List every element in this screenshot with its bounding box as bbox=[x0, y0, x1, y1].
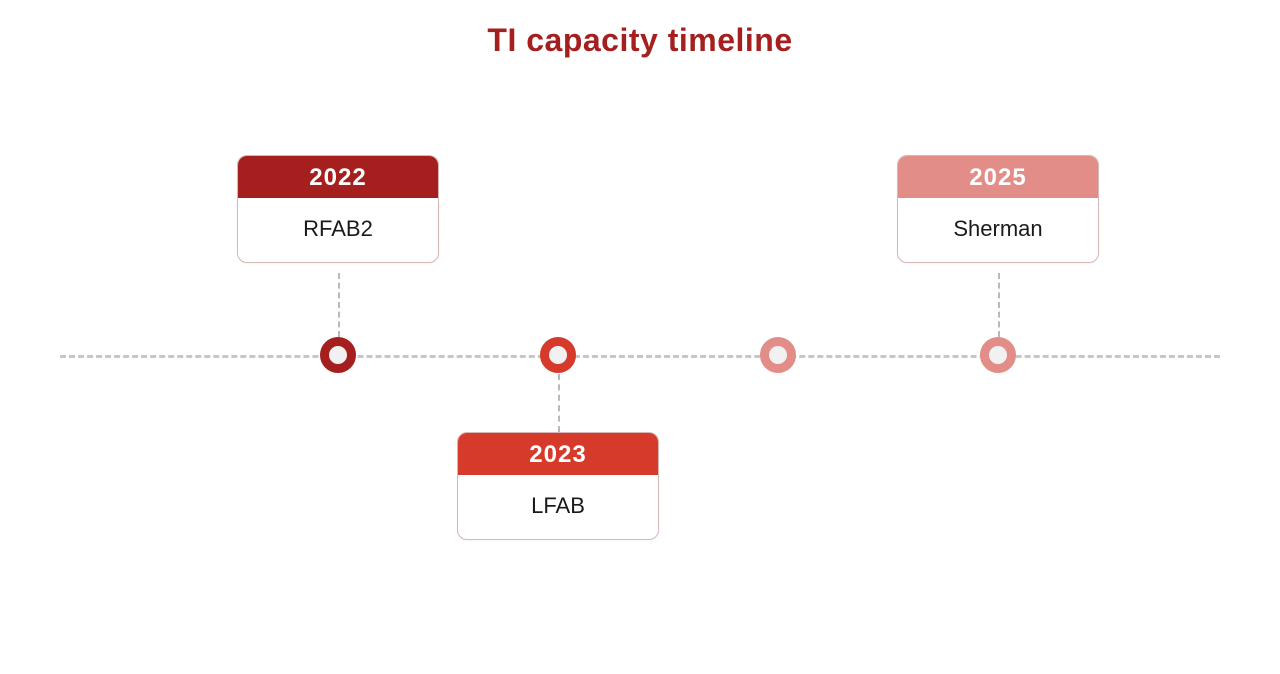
timeline-marker bbox=[540, 337, 576, 373]
timeline-card-label: Sherman bbox=[898, 198, 1098, 262]
timeline-connector bbox=[558, 374, 560, 432]
timeline-card-year: 2023 bbox=[458, 433, 658, 475]
timeline-marker bbox=[760, 337, 796, 373]
timeline-stage: TI capacity timeline 2022RFAB22023LFAB20… bbox=[0, 0, 1280, 674]
timeline-card-year: 2022 bbox=[238, 156, 438, 198]
timeline-connector bbox=[338, 273, 340, 337]
timeline-card: 2025Sherman bbox=[897, 155, 1099, 263]
timeline-axis bbox=[60, 355, 1220, 358]
timeline-card-label: RFAB2 bbox=[238, 198, 438, 262]
timeline-card-year: 2025 bbox=[898, 156, 1098, 198]
chart-title: TI capacity timeline bbox=[0, 22, 1280, 59]
timeline-card-label: LFAB bbox=[458, 475, 658, 539]
timeline-card: 2022RFAB2 bbox=[237, 155, 439, 263]
timeline-marker bbox=[320, 337, 356, 373]
timeline-marker bbox=[980, 337, 1016, 373]
timeline-card: 2023LFAB bbox=[457, 432, 659, 540]
timeline-connector bbox=[998, 273, 1000, 337]
